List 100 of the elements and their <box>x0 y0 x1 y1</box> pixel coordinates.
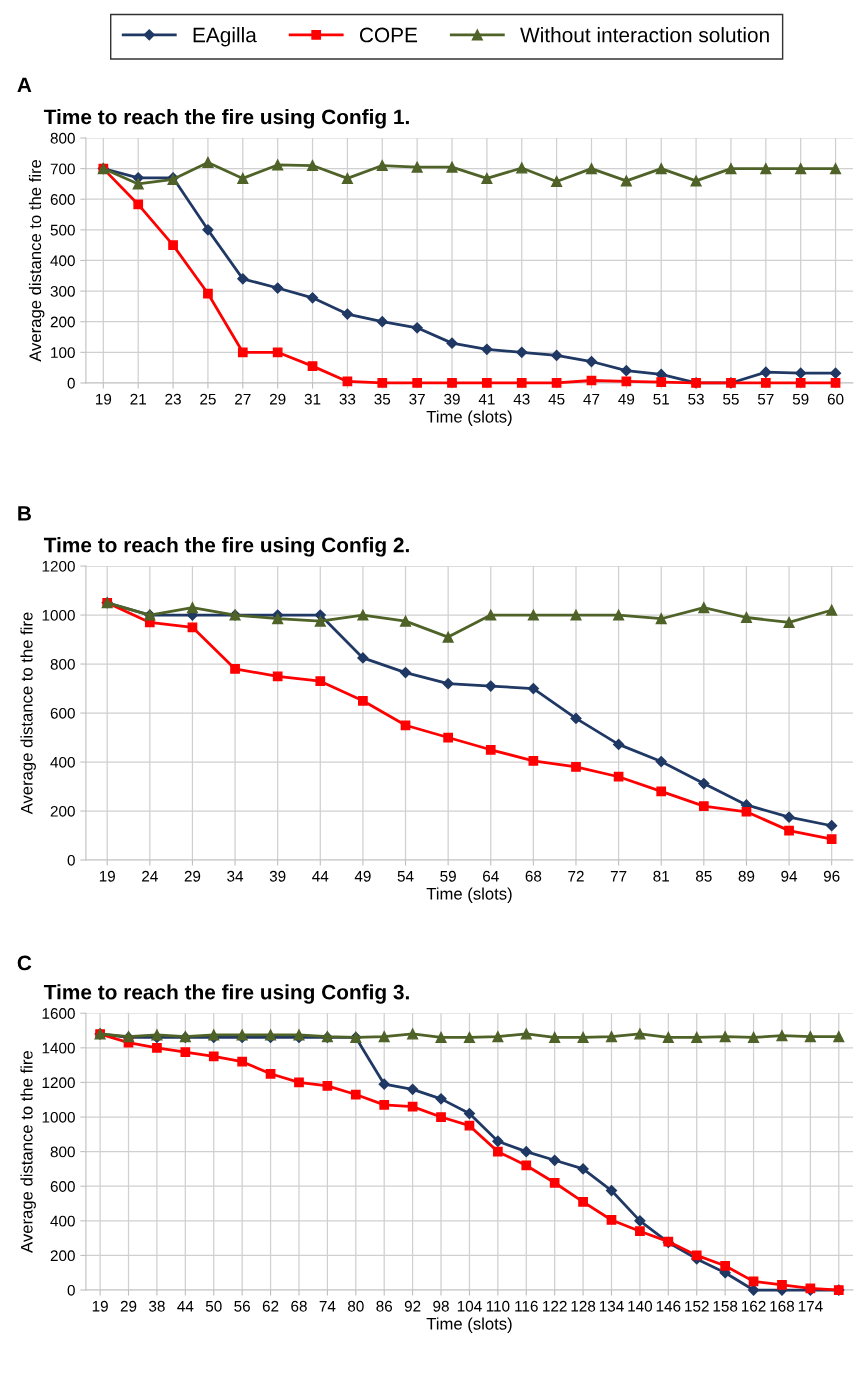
x-axis-title: Time (slots) <box>426 410 512 426</box>
x-tick-label: 146 <box>656 1300 681 1312</box>
text: A <box>17 77 32 93</box>
y-tick-label: 800 <box>50 658 75 670</box>
y-tick-label: 0 <box>67 1284 75 1296</box>
x-tick-label: 54 <box>397 871 414 882</box>
x-tick-label: 37 <box>409 393 425 405</box>
x-tick-label: 33 <box>339 393 356 405</box>
legend-label: COPE <box>359 27 418 43</box>
x-tick-label: 59 <box>792 393 809 405</box>
x-tick-label: 168 <box>770 1300 795 1312</box>
x-tick-label: 29 <box>120 1300 137 1312</box>
x-tick-label: 60 <box>827 393 844 405</box>
x-tick-label: 174 <box>798 1301 823 1312</box>
x-tick-label: 47 <box>583 393 600 405</box>
x-tick-label: 68 <box>291 1300 307 1312</box>
x-tick-label: 51 <box>653 393 669 405</box>
x-tick-label: 31 <box>304 393 321 405</box>
y-tick-label: 1200 <box>42 1077 75 1089</box>
y-tick-label: 300 <box>50 285 75 297</box>
x-tick-label: 134 <box>599 1300 624 1312</box>
y-tick-label: 0 <box>67 377 75 389</box>
x-tick-label: 140 <box>628 1300 653 1312</box>
x-tick-label: 34 <box>227 870 244 882</box>
x-tick-label: 43 <box>513 393 530 405</box>
x-tick-label: 92 <box>404 1300 421 1312</box>
y-axis-title: Average distance to the fire <box>20 1051 36 1253</box>
x-tick-label: 68 <box>525 870 542 882</box>
y-tick-label: 400 <box>50 756 75 768</box>
x-tick-label: 44 <box>312 871 329 882</box>
x-tick-label: 44 <box>177 1301 194 1312</box>
y-tick-label: 600 <box>50 194 75 205</box>
y-tick-label: 600 <box>50 1181 75 1192</box>
x-tick-label: 96 <box>823 870 840 882</box>
y-tick-label: 1600 <box>42 1008 75 1019</box>
text: C <box>17 955 32 971</box>
x-tick-label: 38 <box>149 1300 165 1312</box>
x-tick-label: 19 <box>92 1300 108 1312</box>
y-tick-label: 1200 <box>42 560 75 572</box>
x-tick-label: 152 <box>685 1300 709 1312</box>
chart-title: Time to reach the fire using Config 3. <box>43 984 409 1004</box>
x-tick-label: 50 <box>205 1300 222 1312</box>
x-tick-label: 77 <box>610 871 627 882</box>
y-tick-label: 600 <box>50 707 75 719</box>
y-tick-label: 200 <box>50 805 75 817</box>
x-tick-label: 116 <box>515 1300 538 1312</box>
x-tick-label: 62 <box>262 1300 279 1312</box>
x-tick-label: 24 <box>142 870 158 882</box>
y-axis-title: Average distance to the fire <box>20 612 36 815</box>
x-tick-label: 98 <box>433 1300 449 1312</box>
x-tick-label: 45 <box>548 393 565 405</box>
x-tick-label: 104 <box>457 1300 482 1312</box>
x-tick-label: 72 <box>568 870 584 882</box>
y-tick-label: 500 <box>50 224 75 236</box>
x-tick-label: 59 <box>440 870 456 882</box>
chart-title: Time to reach the fire using Config 2. <box>43 537 409 557</box>
x-tick-label: 57 <box>757 393 774 405</box>
x-tick-label: 49 <box>354 870 371 882</box>
x-tick-label: 89 <box>738 870 755 882</box>
x-tick-label: 158 <box>713 1300 738 1312</box>
x-tick-label: 41 <box>478 393 495 405</box>
x-tick-label: 55 <box>723 393 739 405</box>
x-tick-label: 56 <box>234 1300 250 1312</box>
x-tick-label: 86 <box>376 1300 393 1312</box>
y-tick-label: 400 <box>50 1215 75 1227</box>
x-tick-label: 29 <box>269 393 286 405</box>
y-tick-label: 800 <box>50 132 75 144</box>
x-tick-label: 19 <box>99 870 115 882</box>
y-tick-label: 0 <box>67 854 75 866</box>
y-tick-label: 400 <box>50 255 75 267</box>
chart-title: Time to reach the fire using Config 1. <box>43 109 409 129</box>
text: B <box>18 506 31 521</box>
x-tick-label: 23 <box>165 393 181 405</box>
y-tick-label: 1000 <box>42 609 75 621</box>
y-tick-label: 100 <box>51 347 75 359</box>
y-tick-label: 1000 <box>42 1111 75 1123</box>
y-tick-label: 200 <box>50 1250 75 1262</box>
x-tick-label: 122 <box>543 1300 567 1312</box>
legend-label: Without interaction solution <box>520 27 769 43</box>
legend-label: EAgilla <box>193 27 257 47</box>
x-tick-label: 21 <box>130 393 146 405</box>
x-tick-label: 80 <box>347 1300 364 1312</box>
x-tick-label: 29 <box>184 870 201 882</box>
x-tick-label: 19 <box>96 393 112 405</box>
x-tick-label: 110 <box>486 1300 510 1312</box>
y-tick-label: 800 <box>50 1146 75 1158</box>
x-axis-title: Time (slots) <box>426 1317 512 1333</box>
x-tick-label: 27 <box>235 393 251 405</box>
x-tick-label: 53 <box>688 393 704 405</box>
x-tick-label: 128 <box>571 1300 596 1312</box>
y-tick-label: 700 <box>50 163 75 175</box>
x-tick-label: 81 <box>653 870 669 882</box>
x-tick-label: 74 <box>319 1301 336 1312</box>
x-tick-label: 85 <box>696 870 712 882</box>
y-tick-label: 200 <box>50 316 75 328</box>
y-tick-label: 1400 <box>42 1042 75 1054</box>
x-tick-label: 39 <box>269 870 286 882</box>
x-axis-title: Time (slots) <box>426 887 512 903</box>
y-axis-title: Average distance to the fire <box>28 159 45 362</box>
x-tick-label: 162 <box>741 1300 766 1312</box>
